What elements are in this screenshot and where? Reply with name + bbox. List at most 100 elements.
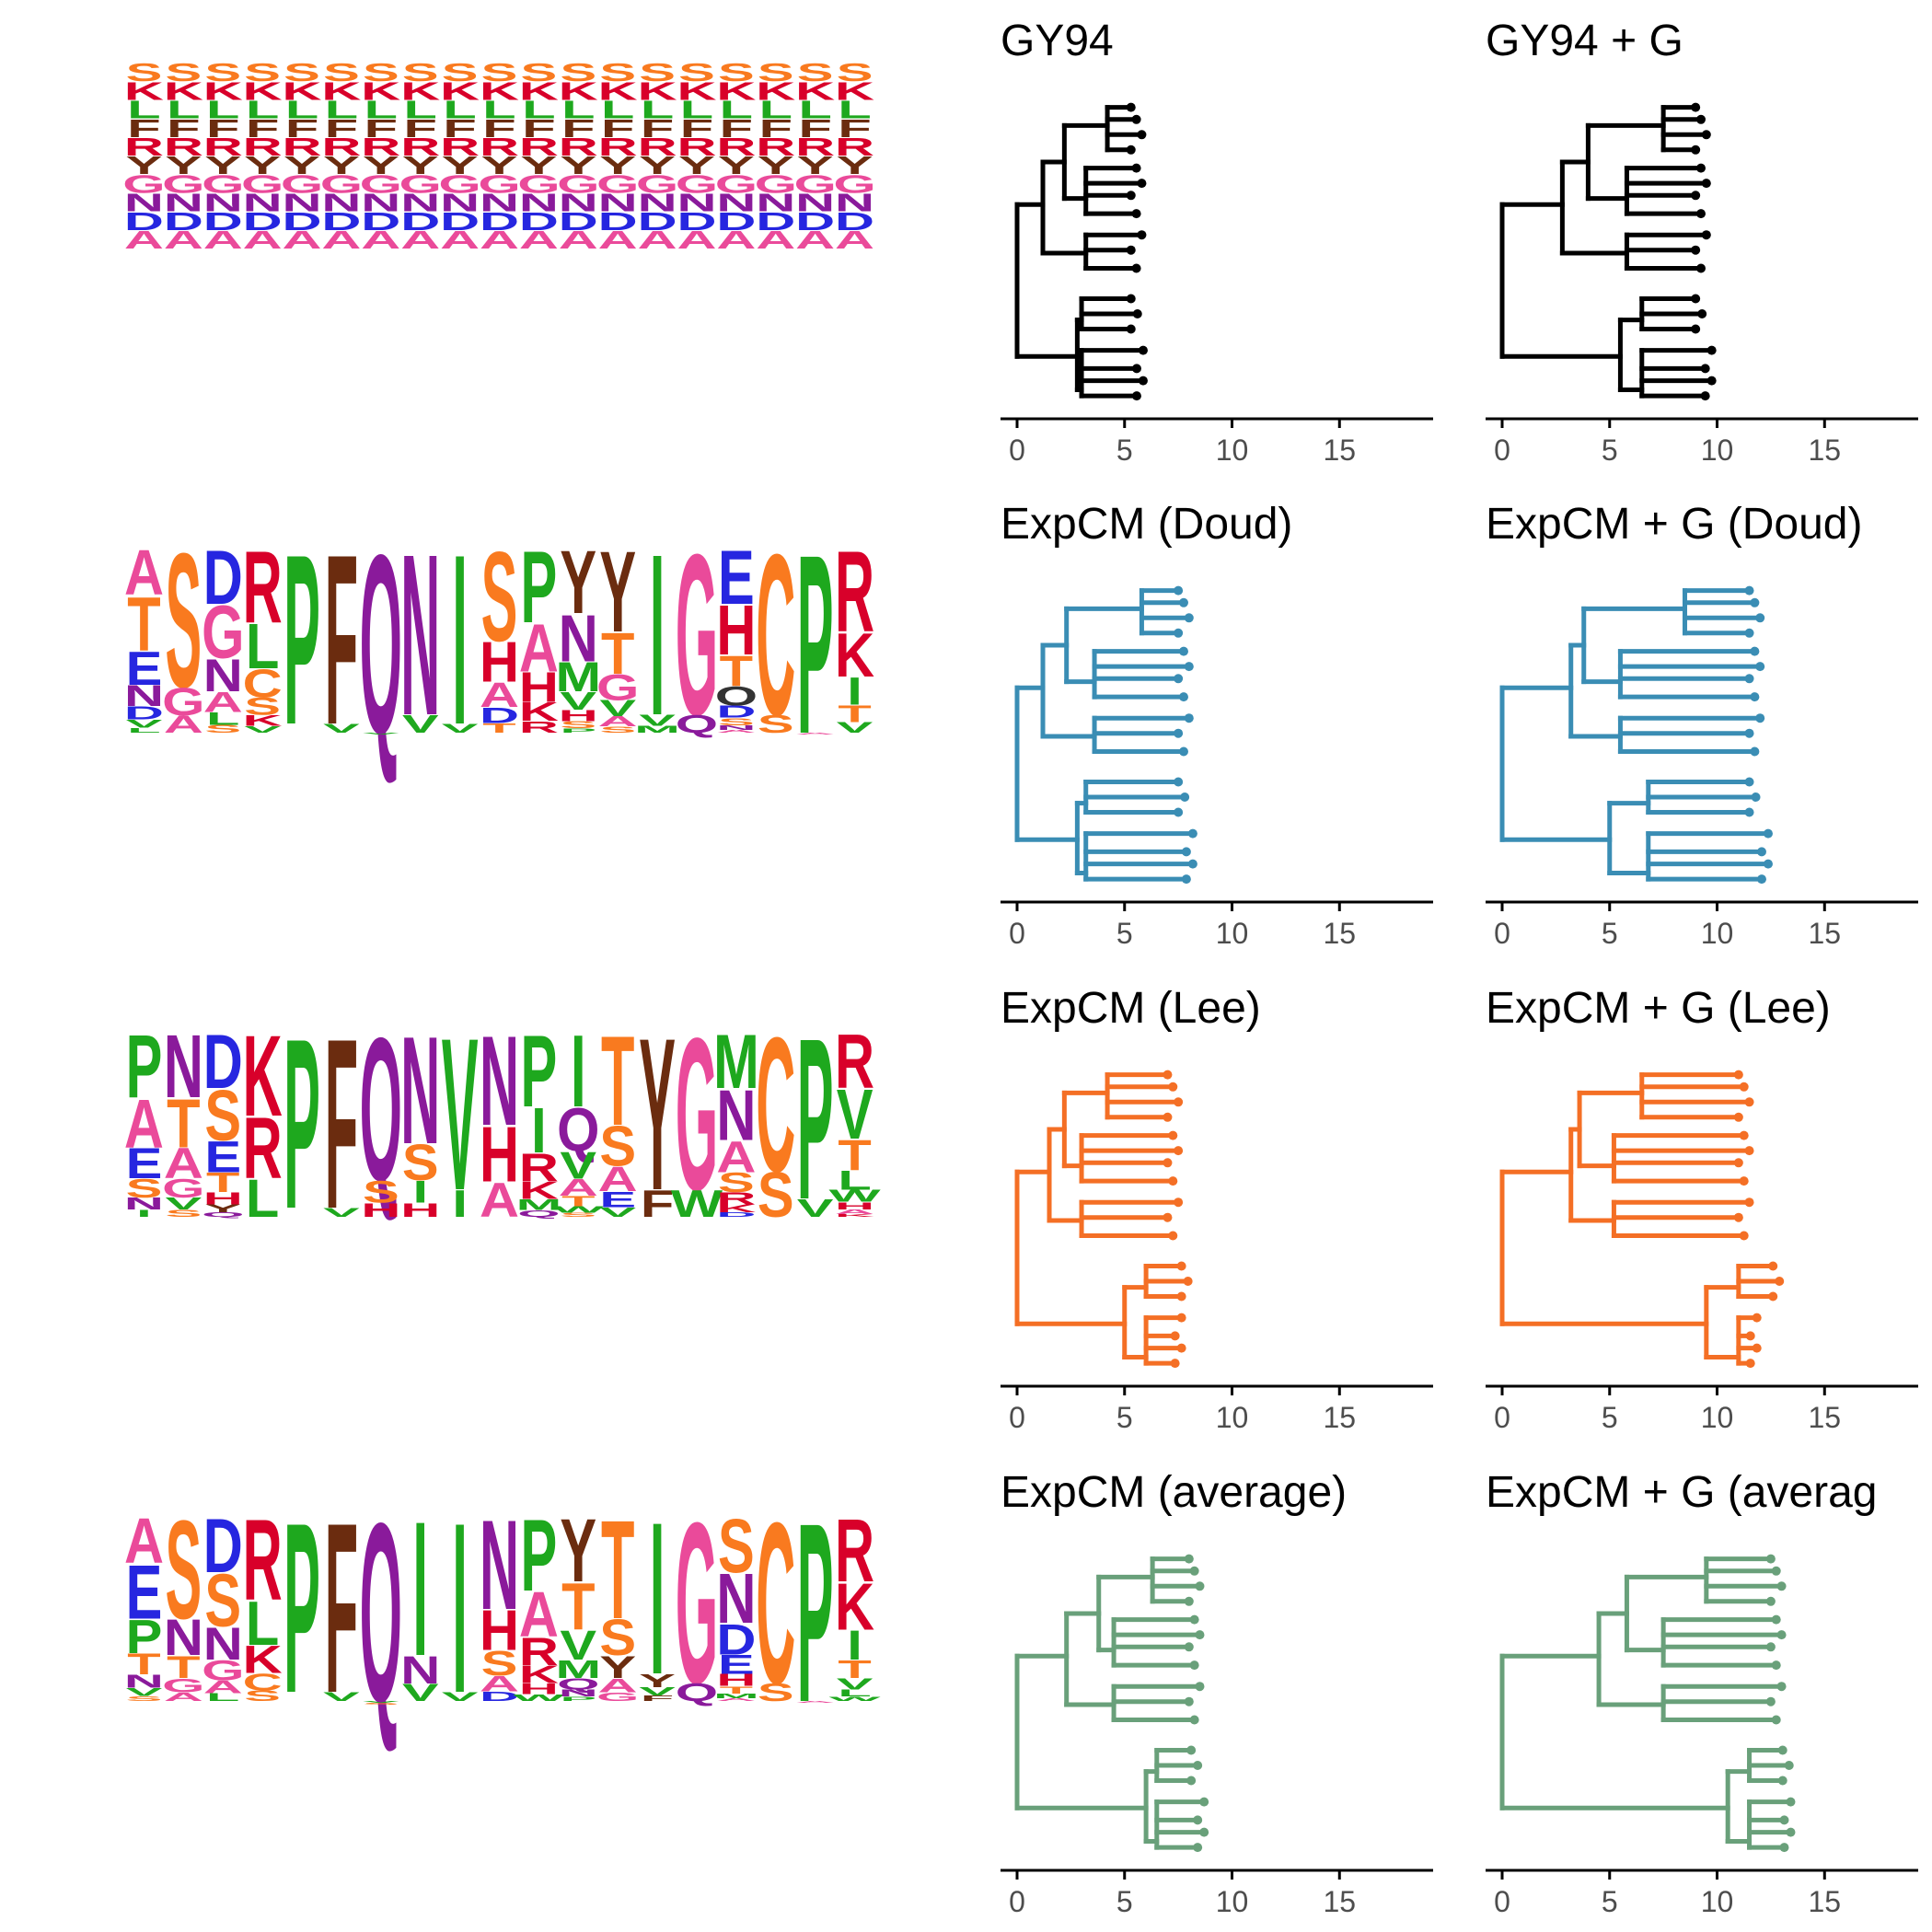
logo-letter: R	[400, 133, 440, 161]
logo-letter: F	[680, 113, 713, 142]
logo-letter: R	[243, 1100, 283, 1197]
tree-tip	[1786, 1797, 1796, 1807]
logo-letter: F	[759, 113, 792, 142]
tree-tip	[1137, 130, 1147, 140]
logo-letter: R	[480, 133, 519, 161]
logo-letter: T	[838, 1655, 871, 1683]
tree-tip	[1733, 1070, 1743, 1080]
logo-letter: R	[203, 133, 243, 161]
tree-tip	[1184, 713, 1194, 723]
logo-letter: S	[758, 58, 794, 87]
logo-letter: L	[127, 726, 160, 735]
logo-letter: F	[601, 113, 634, 142]
logo-letter: R	[716, 133, 756, 161]
logo-letter: M	[713, 1693, 759, 1700]
logo-letter: R	[677, 133, 716, 161]
logo-letter: P	[126, 1609, 163, 1663]
tree-tip	[1768, 1261, 1778, 1271]
logo-letter: N	[400, 505, 440, 764]
tree-tip	[1786, 1827, 1796, 1837]
logo-letter: A	[480, 676, 519, 715]
x-tick-label: 5	[1602, 1885, 1618, 1918]
tree-tip	[1779, 1815, 1789, 1825]
panel-title: ExpCM (Doud)	[1001, 500, 1292, 549]
tree-tip	[1131, 391, 1141, 401]
x-tick-label: 0	[1009, 1885, 1025, 1918]
logo-letter: N	[598, 188, 638, 216]
logo-letter: G	[281, 169, 323, 198]
logo-letter: H	[519, 665, 559, 711]
logo-letter: A	[598, 226, 638, 254]
x-tick-label: 5	[1116, 1885, 1133, 1918]
logo-letter: S	[165, 514, 202, 728]
logo-letter: A	[124, 537, 164, 608]
logo-letter: L	[206, 1691, 239, 1703]
tree-tip	[1750, 746, 1760, 757]
logo-letter: L	[838, 1688, 871, 1699]
logo-letter: S	[718, 1503, 755, 1589]
logo-letter: N	[559, 602, 598, 677]
tree-tip	[1184, 1696, 1194, 1706]
logo-letter: K	[243, 1637, 283, 1681]
logo-letter: H	[400, 1199, 440, 1221]
logo-letter: R	[361, 133, 400, 161]
logo-letter: G	[636, 169, 678, 198]
logo-letter: D	[283, 206, 322, 235]
logo-letter: T	[482, 721, 516, 735]
logo-letter: K	[677, 76, 717, 105]
logo-letter: N	[677, 188, 716, 216]
logo-letter: D	[243, 206, 283, 235]
logo-letter: Y	[718, 151, 755, 179]
panel-title: GY94	[1001, 17, 1114, 65]
logo-letter: D	[203, 1019, 243, 1105]
x-tick-label: 5	[1116, 917, 1133, 950]
tree-tip	[1137, 179, 1147, 189]
tree-tip	[1168, 1082, 1178, 1092]
tree-tip	[1755, 662, 1765, 672]
logo-letter: F	[838, 113, 871, 142]
logo-letter: P	[283, 988, 320, 1259]
logo-letter: S	[126, 58, 163, 87]
tree-tip	[1691, 245, 1701, 255]
tree-tip	[1176, 1343, 1186, 1353]
tree-tip	[1180, 792, 1190, 802]
logo-letter: D	[795, 206, 835, 235]
logo-letter: W	[552, 1205, 605, 1215]
tree-tip	[1187, 828, 1197, 839]
logo-letter: V	[126, 718, 163, 731]
logo-letter: A	[440, 226, 480, 254]
logo-letter: D	[716, 703, 756, 722]
logo-letter: T	[838, 700, 871, 727]
logo-letter: G	[162, 679, 204, 723]
logo-letter: D	[203, 535, 243, 620]
logo-letter: L	[246, 1588, 279, 1659]
logo-letter: G	[241, 169, 283, 198]
logo-letter: R	[598, 133, 638, 161]
x-tick-label: 10	[1216, 917, 1249, 950]
tree-tip	[1184, 662, 1194, 672]
logo-letter: A	[835, 1209, 874, 1216]
logo-letter: S	[323, 58, 360, 87]
logo-letter: L	[364, 95, 398, 123]
logo-letter: N	[835, 188, 874, 216]
x-tick-label: 10	[1216, 1401, 1249, 1434]
logo-letter: D	[480, 206, 519, 235]
tree-tip	[1178, 646, 1188, 656]
logo-letter: V	[837, 1075, 873, 1154]
x-tick-label: 5	[1602, 434, 1618, 467]
tree-tip	[1186, 1745, 1197, 1755]
logo-letter: L	[838, 95, 871, 123]
x-tick-label: 0	[1009, 1401, 1025, 1434]
logo-letter: P	[283, 1472, 320, 1743]
tree-tip	[1131, 263, 1141, 273]
logo-letter: F	[561, 113, 595, 142]
logo-letter: S	[165, 1208, 202, 1219]
logo-letter: S	[204, 723, 241, 735]
logo-letter: A	[559, 1174, 598, 1200]
tree-tip	[1752, 1343, 1762, 1353]
logo-letter: G	[202, 591, 244, 675]
tree-tip	[1184, 1596, 1194, 1606]
tree-panel-expcm-lee: ExpCM (Lee) 0 5 10 15	[1001, 984, 1433, 1434]
tree-tip	[1745, 1359, 1755, 1369]
logo-letter: S	[678, 58, 715, 87]
